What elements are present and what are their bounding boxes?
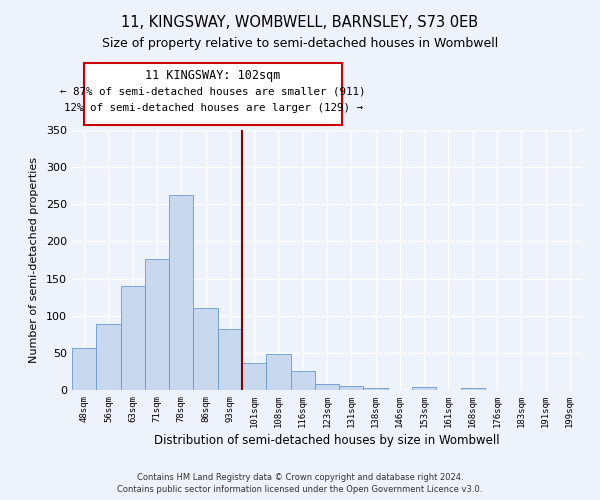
Bar xyxy=(218,329,242,390)
Text: ← 87% of semi-detached houses are smaller (911): ← 87% of semi-detached houses are smalle… xyxy=(60,86,366,97)
Bar xyxy=(315,384,339,390)
Bar xyxy=(72,348,96,390)
Bar xyxy=(266,354,290,390)
Bar xyxy=(461,388,485,390)
Bar xyxy=(145,260,169,390)
Text: 11 KINGSWAY: 102sqm: 11 KINGSWAY: 102sqm xyxy=(145,69,281,82)
Bar xyxy=(193,308,218,390)
Text: 12% of semi-detached houses are larger (129) →: 12% of semi-detached houses are larger (… xyxy=(64,103,362,113)
X-axis label: Distribution of semi-detached houses by size in Wombwell: Distribution of semi-detached houses by … xyxy=(154,434,500,447)
Bar xyxy=(169,194,193,390)
Bar xyxy=(364,388,388,390)
Text: 11, KINGSWAY, WOMBWELL, BARNSLEY, S73 0EB: 11, KINGSWAY, WOMBWELL, BARNSLEY, S73 0E… xyxy=(121,15,479,30)
Y-axis label: Number of semi-detached properties: Number of semi-detached properties xyxy=(29,157,39,363)
Bar xyxy=(242,364,266,390)
Bar xyxy=(121,286,145,390)
Bar xyxy=(96,324,121,390)
Text: Size of property relative to semi-detached houses in Wombwell: Size of property relative to semi-detach… xyxy=(102,38,498,51)
Bar xyxy=(339,386,364,390)
Bar xyxy=(412,387,436,390)
Text: Contains public sector information licensed under the Open Government Licence v3: Contains public sector information licen… xyxy=(118,485,482,494)
Text: Contains HM Land Registry data © Crown copyright and database right 2024.: Contains HM Land Registry data © Crown c… xyxy=(137,472,463,482)
Bar xyxy=(290,372,315,390)
